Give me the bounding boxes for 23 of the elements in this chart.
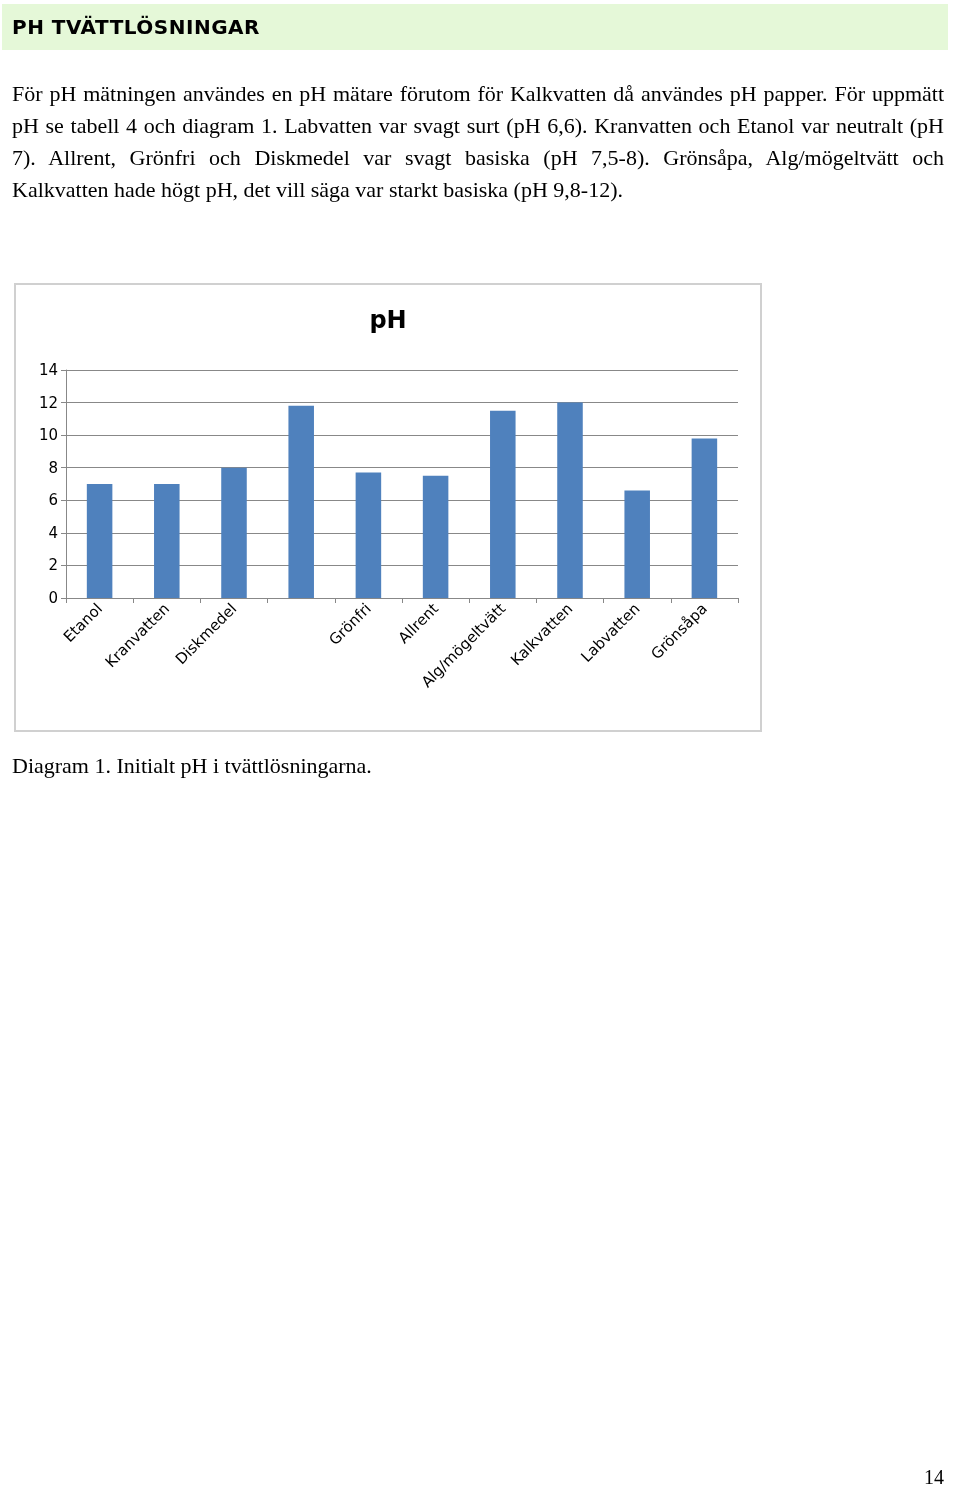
- bar: [154, 484, 180, 598]
- y-tick-label: 12: [38, 393, 58, 412]
- bar: [624, 490, 650, 598]
- chart-title: pH: [369, 306, 407, 334]
- text: Diagram 1. Initialt pH i tvättlösningarna.: [12, 753, 372, 779]
- y-tick-label: 14: [38, 361, 58, 379]
- bar: [422, 475, 449, 598]
- text: För pH mätningen användes en pH mätare förutom för Kalkvatten då användes pH papper. För uppmätt pH se tabell 4 och diagram 1. Labvatten var svagt surt (pH 6,6). Kranvatten och Etanol var neutralt (pH 7). Allrent, Grönfri och Diskmedel var svagt basiska (pH 7,5-8). Grönsåpa, Alg/mögeltvätt och Kalkvatten hade högt pH, det vill säga var starkt basiska (pH 9,8-12).: [12, 80, 944, 204]
- text: 14: [924, 1466, 944, 1489]
- bar: [691, 438, 718, 598]
- bar: [490, 410, 516, 598]
- y-tick-label: 10: [38, 426, 58, 445]
- y-tick-label: 2: [48, 556, 58, 575]
- y-tick-label: 4: [48, 523, 58, 542]
- bar: [557, 402, 583, 598]
- bar: [355, 472, 382, 598]
- y-tick-label: 0: [48, 589, 58, 607]
- text: PH TVÄTTLÖSNINGAR: [2, 4, 948, 50]
- bar: [86, 484, 113, 598]
- bar: [221, 467, 247, 598]
- bar: [288, 405, 314, 598]
- y-tick-label: 6: [48, 491, 58, 510]
- y-tick-label: 8: [48, 458, 58, 477]
